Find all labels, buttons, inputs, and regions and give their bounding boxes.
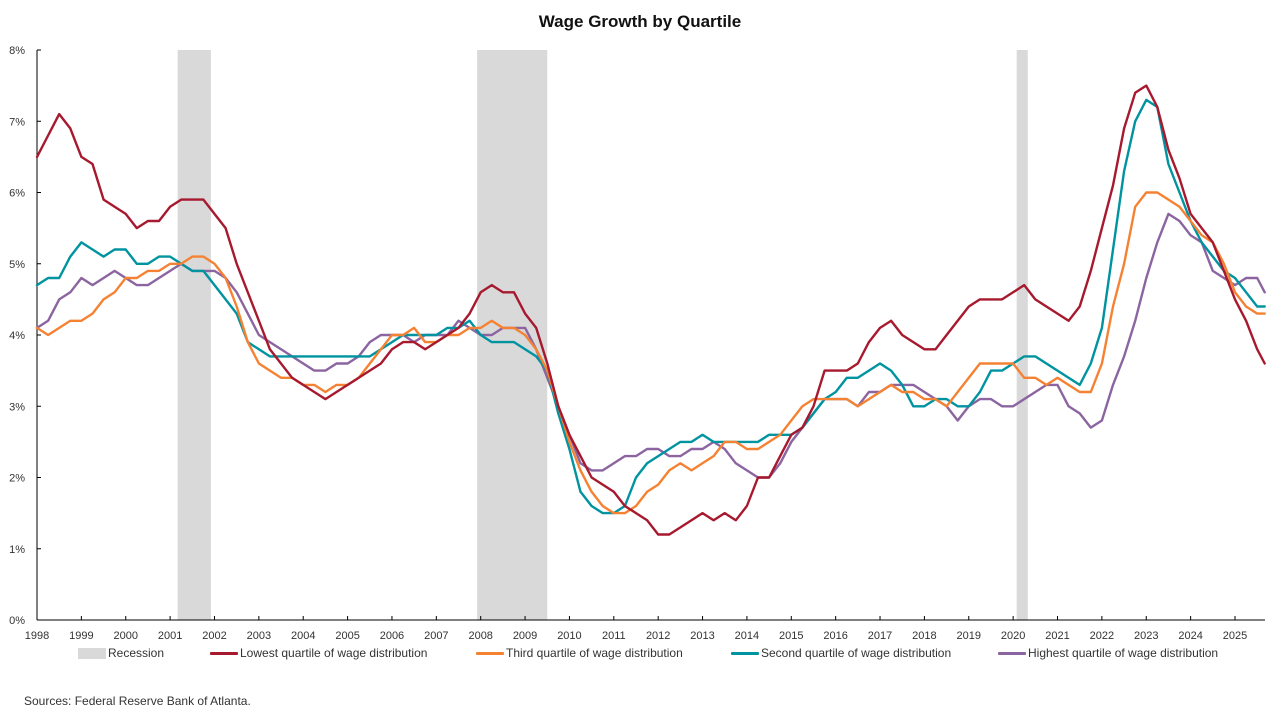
recession-band (177, 50, 211, 620)
x-tick-label: 2012 (646, 630, 670, 642)
chart-title: Wage Growth by Quartile (538, 12, 742, 31)
x-tick-label: 2018 (912, 630, 936, 642)
legend-item-lowest: Lowest quartile of wage distribution (210, 646, 427, 660)
y-tick-label: 1% (9, 544, 25, 556)
recession-bands (177, 50, 1028, 620)
x-tick-label: 2022 (1090, 630, 1114, 642)
legend-label: Third quartile of wage distribution (506, 646, 683, 660)
series-line-lowest (35, 84, 1266, 536)
y-tick-label: 4% (9, 330, 25, 342)
series-lines (35, 84, 1266, 536)
y-tick-label: 6% (9, 188, 25, 200)
x-tick-label: 2001 (158, 630, 182, 642)
x-tick-label: 2002 (202, 630, 226, 642)
x-tick-label: 2003 (247, 630, 271, 642)
legend-label: Recession (108, 646, 165, 660)
x-tick-label: 2023 (1134, 630, 1158, 642)
x-tick-label: 2000 (113, 630, 137, 642)
y-tick-label: 5% (9, 259, 25, 271)
highest-swatch (998, 651, 1026, 655)
source-note: Sources: Federal Reserve Bank of Atlanta… (24, 694, 251, 708)
y-tick-label: 3% (9, 401, 25, 413)
recession-swatch (78, 647, 106, 659)
legend-label: Lowest quartile of wage distribution (240, 646, 428, 660)
series-line-third (35, 191, 1266, 515)
x-tick-label: 2006 (380, 630, 404, 642)
third-swatch (476, 651, 504, 655)
x-tick-label: 2020 (1001, 630, 1025, 642)
x-tick-label: 2021 (1045, 630, 1069, 642)
x-tick-label: 2024 (1178, 630, 1202, 642)
x-tick-label: 2016 (823, 630, 847, 642)
x-tick-label: 2014 (735, 630, 759, 642)
y-tick-label: 8% (9, 45, 25, 57)
x-tick-label: 1999 (69, 630, 93, 642)
x-tick-label: 2011 (602, 630, 626, 642)
y-tick-label: 7% (9, 116, 25, 128)
x-tick-label: 2008 (468, 630, 492, 642)
y-tick-label: 2% (9, 473, 25, 485)
x-tick-label: 2004 (291, 630, 315, 642)
x-tick-label: 2017 (868, 630, 892, 642)
x-tick-label: 2009 (513, 630, 537, 642)
axes: 0% 1% 2% 3% 4% 5% 6% 7% 8% 1998 1999 2000 2001 2002 20… (9, 45, 1265, 642)
legend-item-second: Second quartile of wage distribution (731, 646, 951, 660)
lowest-swatch (210, 651, 238, 655)
series-line-highest (35, 212, 1266, 479)
legend-label: Highest quartile of wage distribution (1028, 646, 1219, 660)
x-tick-label: 1998 (25, 630, 49, 642)
y-tick-label: 0% (9, 615, 25, 627)
x-tick-label: 2010 (557, 630, 581, 642)
legend-item-third: Third quartile of wage distribution (476, 646, 683, 660)
x-tick-label: 2005 (335, 630, 359, 642)
legend: Recession Lowest quartile of wage distri… (0, 646, 1280, 664)
x-tick-label: 2025 (1223, 630, 1247, 642)
x-tick-label: 2015 (779, 630, 803, 642)
x-tick-label: 2019 (957, 630, 981, 642)
legend-item-highest: Highest quartile of wage distribution (998, 646, 1218, 660)
legend-label: Second quartile of wage distribution (761, 646, 952, 660)
legend-item-recession: Recession (78, 646, 164, 660)
recession-band (1016, 50, 1028, 620)
second-swatch (731, 651, 759, 655)
x-tick-label: 2007 (424, 630, 448, 642)
x-tick-label: 2013 (690, 630, 714, 642)
